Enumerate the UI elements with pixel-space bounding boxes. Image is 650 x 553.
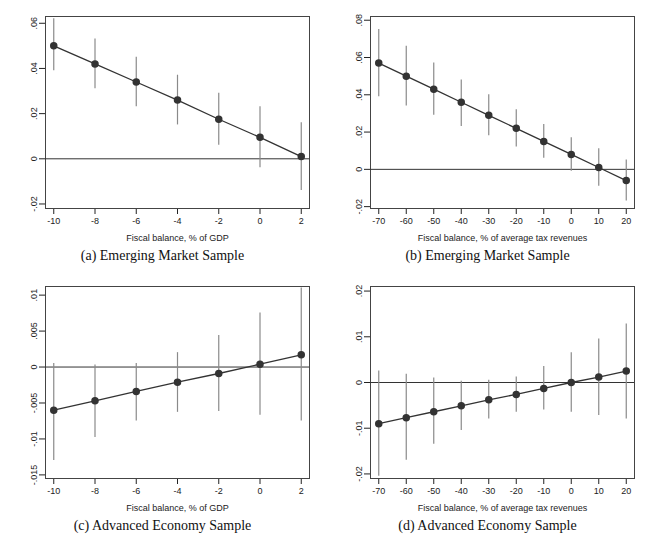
svg-text:-30: -30	[482, 216, 495, 226]
svg-text:-.02: -.02	[353, 199, 363, 215]
svg-text:-10: -10	[537, 486, 550, 496]
svg-text:-.01: -.01	[28, 431, 38, 447]
svg-text:-60: -60	[399, 216, 412, 226]
svg-text:-.02: -.02	[28, 196, 38, 212]
svg-text:0: 0	[28, 156, 38, 161]
svg-text:-10: -10	[537, 216, 550, 226]
svg-text:-2: -2	[214, 216, 222, 226]
svg-text:-2: -2	[214, 486, 222, 496]
html-text:(b) Emerging Market Sample: (b) Emerging Market Sample	[405, 248, 570, 263]
svg-text:10: 10	[593, 486, 603, 496]
svg-text:0: 0	[568, 486, 573, 496]
svg-text:-50: -50	[427, 216, 440, 226]
html-text:(a) Emerging Market Sample: (a) Emerging Market Sample	[80, 248, 245, 263]
html-text:(c) Advanced Economy Sample: (c) Advanced Economy Sample	[73, 518, 252, 533]
svg-text:-4: -4	[173, 486, 181, 496]
svg-text:-20: -20	[509, 486, 522, 496]
svg-text:.01: .01	[353, 331, 363, 344]
svg-text:0: 0	[353, 167, 363, 172]
svg-text:-10: -10	[47, 216, 60, 226]
svg-text:Fiscal balance, % of average t: Fiscal balance, % of average tax revenue…	[417, 233, 587, 243]
svg-text:.01: .01	[28, 289, 38, 302]
svg-text:-6: -6	[132, 486, 140, 496]
svg-text:-10: -10	[47, 486, 60, 496]
svg-text:.06: .06	[28, 17, 38, 30]
svg-text:-.015: -.015	[28, 465, 38, 486]
svg-text:.005: .005	[28, 322, 38, 340]
svg-text:-20: -20	[509, 216, 522, 226]
svg-text:-8: -8	[90, 216, 98, 226]
svg-text:20: 20	[621, 486, 631, 496]
svg-text:-40: -40	[454, 486, 467, 496]
svg-text:-4: -4	[173, 216, 181, 226]
svg-text:.02: .02	[28, 107, 38, 120]
svg-text:Fiscal balance, % of GDP: Fiscal balance, % of GDP	[126, 233, 229, 243]
svg-text:.02: .02	[353, 126, 363, 139]
svg-text:.04: .04	[28, 62, 38, 75]
svg-text:Fiscal balance, % of GDP: Fiscal balance, % of GDP	[126, 503, 229, 513]
svg-text:-70: -70	[372, 486, 385, 496]
svg-text:0: 0	[568, 216, 573, 226]
svg-text:-.005: -.005	[28, 393, 38, 414]
svg-text:-50: -50	[427, 486, 440, 496]
svg-text:-6: -6	[132, 216, 140, 226]
svg-text:-60: -60	[399, 486, 412, 496]
svg-text:.06: .06	[353, 51, 363, 64]
svg-text:0: 0	[353, 380, 363, 385]
svg-text:-.02: -.02	[353, 466, 363, 482]
svg-text:-8: -8	[90, 486, 98, 496]
svg-text:0: 0	[257, 216, 262, 226]
svg-text:0: 0	[28, 365, 38, 370]
svg-text:Fiscal balance, % of average t: Fiscal balance, % of average tax revenue…	[417, 503, 587, 513]
svg-text:-.01: -.01	[353, 420, 363, 436]
svg-text:.08: .08	[353, 14, 363, 27]
svg-text:10: 10	[593, 216, 603, 226]
svg-text:-40: -40	[454, 216, 467, 226]
svg-text:0: 0	[257, 486, 262, 496]
svg-text:2: 2	[298, 216, 303, 226]
svg-text:.04: .04	[353, 89, 363, 102]
html-text:(d) Advanced Economy Sample: (d) Advanced Economy Sample	[398, 518, 577, 533]
svg-text:2: 2	[298, 486, 303, 496]
svg-text:-30: -30	[482, 486, 495, 496]
svg-text:.02: .02	[353, 285, 363, 298]
svg-text:20: 20	[621, 216, 631, 226]
svg-text:-70: -70	[372, 216, 385, 226]
